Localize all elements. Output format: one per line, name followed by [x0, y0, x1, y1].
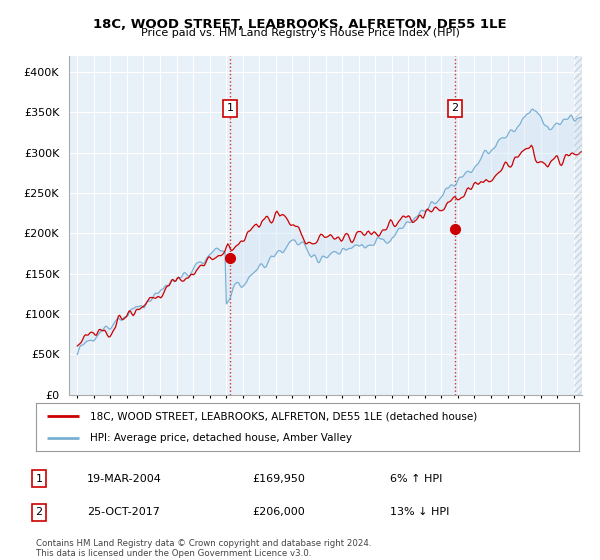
Text: 1: 1	[35, 474, 43, 484]
Text: Contains HM Land Registry data © Crown copyright and database right 2024.
This d: Contains HM Land Registry data © Crown c…	[36, 539, 371, 558]
Text: £206,000: £206,000	[252, 507, 305, 517]
Text: 2: 2	[451, 104, 458, 114]
Text: 1: 1	[226, 104, 233, 114]
Bar	[574, 56, 587, 395]
Text: 2: 2	[35, 507, 43, 517]
Text: 19-MAR-2004: 19-MAR-2004	[87, 474, 162, 484]
Text: 18C, WOOD STREET, LEABROOKS, ALFRETON, DE55 1LE: 18C, WOOD STREET, LEABROOKS, ALFRETON, D…	[93, 18, 507, 31]
Text: £169,950: £169,950	[252, 474, 305, 484]
Text: 25-OCT-2017: 25-OCT-2017	[87, 507, 160, 517]
Text: 6% ↑ HPI: 6% ↑ HPI	[390, 474, 442, 484]
Text: 18C, WOOD STREET, LEABROOKS, ALFRETON, DE55 1LE (detached house): 18C, WOOD STREET, LEABROOKS, ALFRETON, D…	[91, 411, 478, 421]
Text: 13% ↓ HPI: 13% ↓ HPI	[390, 507, 449, 517]
Text: Price paid vs. HM Land Registry's House Price Index (HPI): Price paid vs. HM Land Registry's House …	[140, 28, 460, 38]
Text: HPI: Average price, detached house, Amber Valley: HPI: Average price, detached house, Ambe…	[91, 433, 352, 443]
